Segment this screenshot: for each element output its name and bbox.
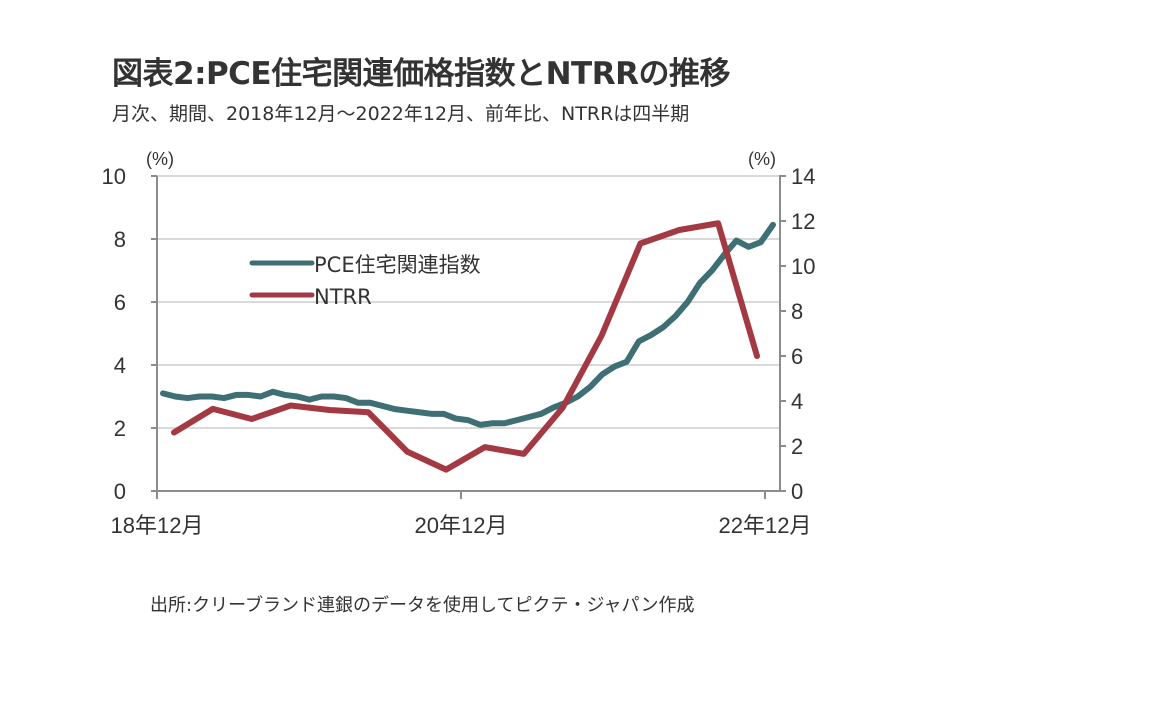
right-tick-label: 2 (791, 434, 803, 459)
right-tick-label: 6 (791, 344, 803, 369)
left-tick-label: 8 (114, 227, 126, 252)
left-tick-label: 6 (114, 290, 126, 315)
right-tick-label: 4 (791, 389, 803, 414)
axes (151, 175, 786, 499)
legend-label-ntrr: NTRR (314, 285, 372, 309)
series-line-ntrr (171, 220, 760, 473)
x-tick-label: 20年12月 (415, 513, 508, 538)
x-tick-label: 18年12月 (111, 513, 204, 538)
right-tick-label: 10 (791, 254, 815, 279)
left-tick-label: 4 (114, 353, 126, 378)
right-unit-label: (%) (748, 149, 776, 169)
series-lines (160, 220, 776, 473)
source-note: 出所:クリーブランド連銀のデータを使用してピクテ・ジャパン作成 (150, 595, 695, 616)
series-line-pce (160, 221, 776, 428)
right-tick-label: 14 (791, 164, 815, 189)
left-tick-label: 10 (102, 164, 126, 189)
left-unit-label: (%) (146, 149, 174, 169)
gridlines (157, 175, 780, 429)
left-tick-label: 0 (114, 479, 126, 504)
legend-label-pce: PCE住宅関連指数 (314, 253, 481, 277)
right-tick-label: 12 (791, 209, 815, 234)
chart-subtitle: 月次、期間、2018年12月～2022年12月、前年比、NTRRは四半期 (112, 103, 690, 125)
right-tick-label: 8 (791, 299, 803, 324)
left-tick-label: 2 (114, 416, 126, 441)
right-tick-label: 0 (791, 479, 803, 504)
chart-title: 図表2:PCE住宅関連価格指数とNTRRの推移 (112, 56, 730, 92)
x-tick-label: 22年12月 (719, 513, 812, 538)
tick-labels: 0 2 4 6 8 10 0 2 4 6 8 10 12 14 18年12月 20年12月 22年12月 (102, 164, 816, 538)
legend: PCE住宅関連指数 NTRR (249, 253, 481, 309)
